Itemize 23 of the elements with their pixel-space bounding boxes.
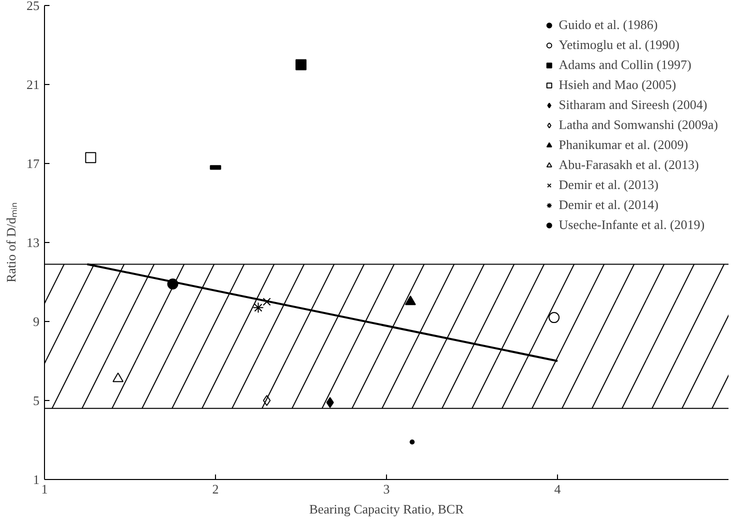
y-tick-label: 1 [33,472,40,487]
y-tick-label: 17 [26,156,40,171]
legend-label: Adams and Collin (1997) [558,57,692,73]
legend-label: Demir et al. (2014) [558,197,658,213]
y-tick-label: 21 [26,77,40,92]
legend-label: Demir et al. (2013) [558,177,658,193]
y-tick-label: 13 [26,235,40,250]
x-tick-label: 4 [554,482,562,496]
y-axis-title: Ratio of D/dₘᵢₙ [4,202,18,283]
y-tick-label: 25 [26,0,40,13]
legend-label: Abu-Farasakh et al. (2013) [558,157,699,173]
legend-label: Guido et al. (1986) [558,17,658,33]
legend-label: Yetimoglu et al. (1990) [558,37,680,53]
y-tick-label: 9 [33,314,40,329]
legend-label: Latha and Somwanshi (2009a) [558,117,718,133]
legend-label: Sitharam and Sireesh (2004) [558,97,708,113]
legend-label: Phanikumar et al. (2009) [558,137,688,153]
legend-label: Useche-Infante et al. (2019) [558,217,705,233]
legend-label: Hsieh and Mao (2005) [558,77,676,93]
x-tick-label: 2 [212,482,219,496]
x-axis-title: Bearing Capacity Ratio, BCR [309,502,464,516]
x-tick-label: 3 [383,482,390,496]
y-tick-label: 5 [33,393,40,408]
